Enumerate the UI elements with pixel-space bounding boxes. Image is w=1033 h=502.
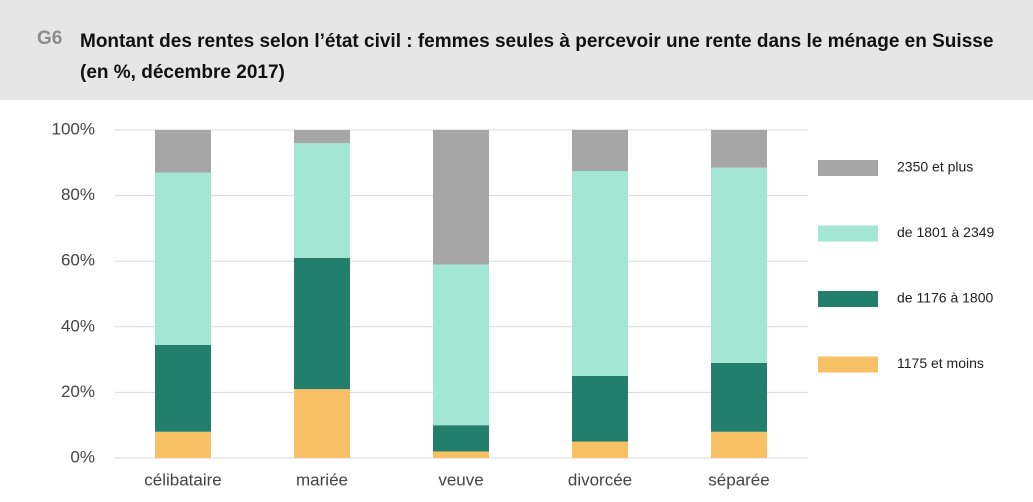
y-tick-label: 0% <box>70 447 95 466</box>
bar-segment <box>433 264 489 426</box>
y-tick-label: 100% <box>52 119 95 138</box>
y-tick-label: 80% <box>61 185 95 204</box>
legend-label: de 1801 à 2349 <box>897 224 995 240</box>
bar-segment <box>294 257 350 390</box>
bar-segment <box>155 130 211 173</box>
legend-label: de 1176 à 1800 <box>897 290 993 306</box>
x-tick-label: veuve <box>438 470 483 489</box>
bar-segment <box>711 167 767 363</box>
bar-segment <box>711 362 767 432</box>
legend-swatch <box>818 356 878 373</box>
y-tick-label: 60% <box>61 251 95 270</box>
y-tick-label: 40% <box>61 316 95 335</box>
x-tick-label: mariée <box>296 470 348 489</box>
bar-segment <box>294 130 350 144</box>
legend-label: 2350 et plus <box>897 159 973 175</box>
bar-segment <box>155 344 211 432</box>
chart-title: Montant des rentes selon l’état civil : … <box>80 31 994 83</box>
bar-segment <box>155 172 211 345</box>
y-tick-label: 20% <box>61 382 95 401</box>
bar-segment <box>711 431 767 458</box>
legend-swatch <box>818 225 878 242</box>
bar-segment <box>572 441 628 458</box>
bar-segment <box>294 143 350 258</box>
chart: 0% 20% 40% 60% 80% 100% célibataire mariée veuve… <box>52 119 995 489</box>
x-tick-label: séparée <box>708 470 769 489</box>
legend-swatch <box>818 160 878 176</box>
bar-segment <box>572 376 628 442</box>
bar-segment <box>433 451 489 458</box>
x-tick-label: divorcée <box>568 470 632 489</box>
legend-swatch <box>818 291 878 307</box>
x-tick-label: célibataire <box>144 470 222 489</box>
bar-segment <box>433 130 489 265</box>
bar-segment <box>433 425 489 452</box>
bar-segment <box>711 130 767 168</box>
chart-number: G6 <box>37 28 63 49</box>
bar-segment <box>572 130 628 171</box>
bar-segment <box>294 389 350 458</box>
header: G6 Montant des rentes selon l’état civil… <box>0 0 1033 100</box>
bar-segment <box>572 171 628 376</box>
bar-segment <box>155 431 211 458</box>
legend-label: 1175 et moins <box>897 355 984 371</box>
